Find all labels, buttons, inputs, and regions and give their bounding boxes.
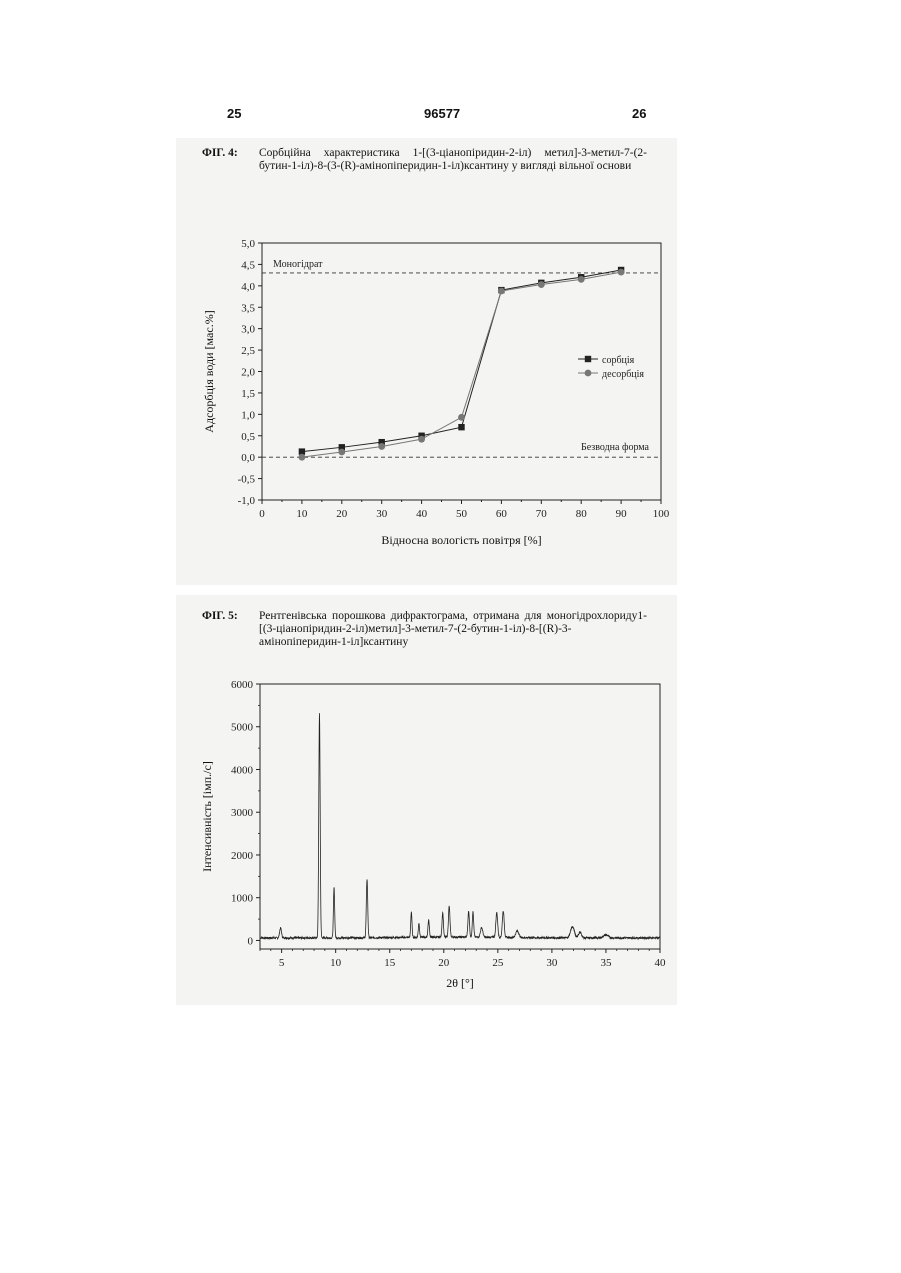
x-tick-label: 50 — [456, 508, 468, 520]
y-tick-label: 6000 — [231, 679, 254, 691]
y-tick-label: 0,5 — [241, 431, 255, 443]
y-tick-label: -1,0 — [238, 495, 256, 507]
x-tick-label: 25 — [492, 957, 504, 969]
page-number-right: 26 — [632, 106, 646, 121]
y-tick-label: 2,5 — [241, 345, 255, 357]
legend-marker — [585, 370, 592, 377]
x-tick-label: 5 — [279, 957, 285, 969]
x-axis-label: 2θ [°] — [446, 976, 474, 990]
x-tick-label: 70 — [536, 508, 548, 520]
data-point-desorption — [498, 288, 505, 295]
y-tick-label: 4000 — [231, 764, 254, 776]
y-tick-label: 3,5 — [241, 302, 255, 314]
y-tick-label: 1,0 — [241, 409, 255, 421]
figure-4-label: ФІГ. 4: — [202, 147, 238, 160]
figure-5-caption-text: Рентгенівська порошкова дифрактограма, о… — [259, 610, 647, 649]
data-point-sorption — [458, 424, 464, 430]
data-point-desorption — [418, 436, 425, 443]
data-point-desorption — [378, 443, 385, 450]
y-tick-label: 1000 — [231, 893, 254, 905]
figure-4-caption-text: Сорбційна характеристика 1-[(3-ціанопіри… — [259, 147, 647, 173]
x-tick-label: 10 — [330, 957, 342, 969]
y-tick-label: 4,0 — [241, 281, 255, 293]
x-tick-label: 40 — [416, 508, 428, 520]
x-tick-label: 40 — [655, 957, 667, 969]
diffraction-pattern-line — [260, 713, 660, 939]
x-tick-label: 20 — [336, 508, 348, 520]
figure-4-caption: ФІГ. 4: Сорбційна характеристика 1-[(3-ц… — [202, 147, 648, 189]
page-number-left: 25 — [227, 106, 241, 121]
legend-label: сорбція — [602, 355, 635, 366]
data-point-desorption — [299, 454, 306, 461]
y-tick-label: 2,0 — [241, 367, 255, 379]
x-tick-label: 10 — [296, 508, 308, 520]
legend-label: десорбція — [602, 369, 644, 380]
x-tick-label: 60 — [496, 508, 508, 520]
x-tick-label: 20 — [438, 957, 450, 969]
document-number: 96577 — [424, 106, 460, 121]
reference-label: Моногідрат — [273, 259, 323, 270]
figure-5-caption: ФІГ. 5: Рентгенівська порошкова дифракто… — [202, 610, 648, 652]
x-tick-label: 90 — [616, 508, 628, 520]
data-point-desorption — [578, 276, 585, 283]
y-tick-label: 4,5 — [241, 259, 255, 271]
legend-marker — [585, 356, 591, 362]
x-tick-label: 15 — [384, 957, 396, 969]
data-point-desorption — [458, 414, 465, 421]
y-tick-label: 0 — [248, 935, 254, 947]
y-tick-label: 5000 — [231, 722, 254, 734]
x-tick-label: 30 — [376, 508, 388, 520]
figure-5-label: ФІГ. 5: — [202, 610, 238, 623]
x-tick-label: 80 — [576, 508, 588, 520]
x-axis-label: Відносна вологість повітря [%] — [381, 533, 541, 547]
x-tick-label: 35 — [600, 957, 612, 969]
y-tick-label: 1,5 — [241, 388, 255, 400]
y-axis-label: Адсорбція води [мас.%] — [202, 310, 216, 432]
xrpd-chart: 5 10 15 20 25 30 35 40 6000 5000 4000 3000 2000 1000 0… — [195, 672, 685, 994]
y-tick-label: 3000 — [231, 807, 254, 819]
y-axis-label: Інтенсивність [імп./с] — [200, 761, 214, 872]
x-tick-label: 30 — [546, 957, 558, 969]
data-point-desorption — [538, 281, 545, 288]
x-tick-label: 100 — [653, 508, 670, 520]
x-tick-label: 0 — [259, 508, 265, 520]
reference-label: Безводна форма — [581, 442, 650, 453]
y-tick-label: 2000 — [231, 850, 254, 862]
y-tick-label: 5,0 — [241, 238, 255, 250]
data-point-desorption — [338, 449, 345, 456]
y-tick-label: 3,0 — [241, 324, 255, 336]
y-tick-label: 0,0 — [241, 452, 255, 464]
data-point-desorption — [618, 269, 625, 276]
sorption-chart: 0 10 20 30 40 50 60 70 80 90 100 5,0 4,5 4,0 3,5 3,0 2,5… — [195, 230, 685, 555]
y-tick-label: -0,5 — [238, 474, 256, 486]
